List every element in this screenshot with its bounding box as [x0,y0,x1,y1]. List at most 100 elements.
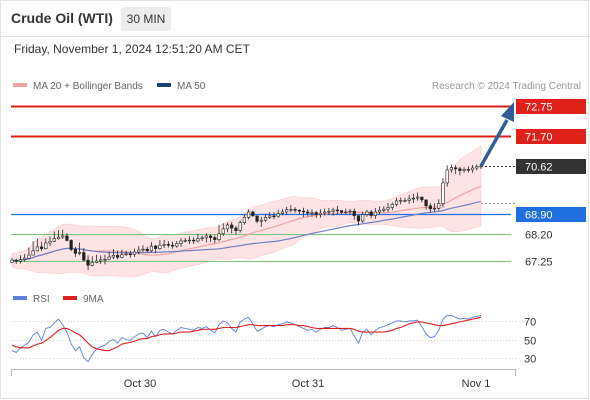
candle [259,216,263,227]
candle [327,208,331,216]
candle [365,209,369,217]
candle-body-up [221,228,225,234]
candle [27,247,31,259]
candle [407,195,411,204]
candle-body-up [23,257,27,260]
candle [268,211,272,220]
candle-body-down [335,209,339,212]
candle-body-up [470,167,475,171]
candle [441,178,445,208]
candle [424,199,428,210]
candle [225,222,230,233]
candle [458,166,462,176]
rsi-swatch [13,296,27,301]
candle [94,254,99,264]
candle-body-up [124,253,128,256]
legend-rsi: RSI [13,294,50,305]
candle-body-up [200,237,204,240]
candle-body-down [166,244,170,246]
rsi-tick-30: 30 [524,354,536,366]
candle [289,204,293,213]
candle-body-up [31,250,35,256]
candle-body-down [154,245,158,249]
candle [69,239,73,252]
candle-body-down [306,211,310,214]
candle-body-up [242,217,246,223]
instrument-title: Crude Oil (WTI) [11,10,113,26]
candle-body-up [27,254,31,259]
candle-body-up [78,252,82,254]
candle-body-up [449,167,454,171]
candle-body-up [289,209,293,211]
candle-body-up [196,238,200,242]
candle-body-up [407,198,411,201]
candle-body-up [268,215,272,218]
candle [170,241,175,249]
candle-body-up [162,244,166,246]
candle-body-up [462,169,466,171]
candle [132,248,137,258]
candle [466,166,470,173]
candle [78,242,82,256]
candle [339,210,344,214]
candle-body-up [373,211,377,216]
candle [445,165,449,187]
candle [454,165,458,174]
candle-body-up [276,213,280,217]
pivot-tag [516,207,586,222]
candle [242,214,246,225]
candle-body-down [454,167,458,170]
candle-body-up [103,259,107,261]
candle [335,205,339,215]
candle-body-down [369,211,373,216]
moving-averages [11,185,482,262]
legend-rsi-ma: 9MA [63,294,104,305]
candle [382,206,386,213]
candle-body-down [116,255,120,258]
candle [352,208,356,220]
candle-body-down [458,168,462,171]
candle [217,224,221,242]
candle [234,225,238,235]
x-tick-label: Nov 1 [462,378,491,390]
candle-body-down [352,210,356,216]
candle-body-up [259,219,263,222]
candle [175,240,179,248]
candle [475,164,479,171]
candle-body-down [255,215,259,222]
candle-body-up [18,259,23,262]
candle [208,234,213,243]
legend-ma50: MA 50 [157,81,205,92]
level-label-72.75: 72.75 [525,102,553,114]
candle [31,241,35,256]
candle [149,242,154,253]
candle [297,209,301,215]
candle [386,202,390,212]
credit-text: Research © 2024 Trading Central [431,81,581,92]
candle-body-down [428,205,432,210]
candle [99,255,103,264]
forecast-arrow-shaft [479,119,509,167]
rsi-ma-swatch [63,296,77,301]
rsi-ma-line [11,316,482,352]
timeframe-button[interactable]: 30 MIN [121,7,171,31]
candle-body-up [183,240,187,242]
rsi-line [11,314,482,363]
candle-body-up [94,260,99,263]
candle [238,220,242,233]
candle [323,208,327,216]
candle-body-up [386,207,390,210]
candle-body-down [213,237,217,240]
x-axis: Oct 30 Oct 31 Nov 1 [11,369,516,390]
rsi-panel: 70 50 30 [11,314,536,366]
level-label-68.20: 68.20 [525,230,553,242]
candle [196,233,200,243]
candle-body-down [466,169,470,171]
candle-body-down [356,215,361,222]
candle [124,250,128,256]
candle [39,242,44,252]
candle-body-up [318,212,323,215]
candles [10,163,483,271]
candle-body-up [120,254,124,258]
